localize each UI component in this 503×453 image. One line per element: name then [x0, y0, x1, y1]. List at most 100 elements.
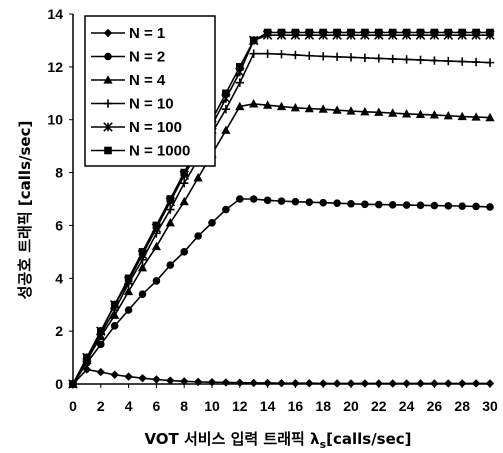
data-point [249, 99, 259, 108]
legend-item: N = 1000 [91, 143, 190, 160]
data-point [277, 28, 286, 37]
data-point [124, 372, 133, 381]
data-point [458, 379, 467, 388]
data-point [360, 53, 370, 63]
data-point [471, 379, 481, 388]
data-point [319, 28, 327, 37]
data-point [402, 28, 411, 37]
data-point [291, 28, 300, 37]
data-point [263, 49, 272, 58]
legend-label: N = 2 [129, 49, 165, 66]
data-point [277, 197, 286, 205]
data-point [235, 378, 244, 387]
data-point [443, 110, 453, 120]
data-point [166, 376, 175, 385]
y-tick-label: 0 [55, 376, 63, 392]
data-point [430, 379, 439, 388]
y-tick-label: 10 [47, 112, 63, 128]
data-point [263, 378, 272, 388]
data-point [444, 56, 453, 66]
data-point [124, 274, 133, 283]
x-tick-label: 12 [232, 398, 248, 414]
data-point [151, 241, 161, 251]
data-point [485, 379, 495, 388]
x-tick-label: 16 [288, 398, 304, 414]
data-point [361, 28, 369, 37]
data-point [347, 199, 355, 208]
data-point [276, 101, 287, 111]
data-point [305, 198, 314, 206]
x-tick-label: 30 [482, 398, 498, 414]
data-point [416, 379, 425, 388]
data-point [110, 322, 119, 330]
data-point [207, 377, 217, 387]
legend-marker [103, 122, 113, 132]
legend-marker [104, 52, 112, 61]
data-point [444, 202, 453, 210]
data-point [222, 205, 230, 214]
x-tick-label: 8 [180, 398, 188, 414]
data-point [96, 367, 105, 377]
data-point [166, 261, 175, 269]
data-point [319, 379, 328, 388]
data-point [249, 49, 258, 58]
data-point [291, 197, 300, 206]
data-point [332, 52, 342, 62]
data-point [318, 104, 328, 113]
legend-marker [103, 99, 113, 108]
y-tick-label: 8 [55, 165, 63, 181]
data-point [152, 221, 161, 230]
data-point [235, 101, 245, 111]
data-point [277, 49, 286, 59]
data-point [430, 201, 439, 210]
x-tick-label: 26 [427, 398, 443, 414]
data-point [69, 380, 77, 388]
data-point [208, 218, 216, 227]
legend-marker [103, 28, 113, 38]
data-point [458, 202, 467, 210]
data-point [360, 379, 370, 388]
data-point [138, 290, 147, 298]
data-point [97, 327, 105, 335]
legend-item: N = 10 [91, 96, 174, 113]
y-tick-label: 6 [55, 217, 63, 233]
series-n-1000 [69, 28, 494, 388]
data-point [263, 100, 273, 109]
y-tick-label: 4 [55, 270, 63, 286]
x-axis-label: VOT 서비스 입력 트래픽 λs[calls/sec] [144, 430, 411, 451]
data-point [138, 373, 147, 383]
data-point [193, 377, 203, 387]
data-point [430, 28, 439, 37]
data-point [375, 200, 383, 209]
x-tick-label: 2 [97, 398, 105, 414]
x-tick-label: 20 [343, 398, 359, 414]
data-point [457, 111, 467, 121]
legend-label: N = 1 [129, 25, 165, 42]
data-point [193, 173, 203, 182]
data-point [263, 196, 272, 205]
x-tick-label: 10 [204, 398, 220, 414]
data-point [180, 178, 189, 188]
data-point [165, 217, 175, 227]
data-point [319, 198, 328, 207]
data-point [471, 57, 481, 67]
data-point [360, 106, 370, 116]
y-tick-label: 2 [55, 323, 63, 339]
data-point [332, 379, 342, 388]
y-tick-label: 12 [47, 59, 63, 75]
series-n-2 [69, 195, 494, 388]
legend-box [84, 15, 216, 167]
y-axis-label: 성공호 트래픽 [calls/sec] [16, 121, 34, 300]
data-point [290, 103, 300, 112]
x-tick-label: 4 [125, 398, 133, 414]
data-point [430, 56, 439, 65]
data-point [444, 28, 453, 37]
x-tick-label: 22 [371, 398, 387, 414]
data-point [137, 262, 148, 272]
data-point [375, 28, 383, 37]
legend-item: N = 1 [91, 25, 165, 42]
data-point [97, 340, 105, 349]
data-point [402, 55, 411, 64]
data-point [486, 28, 494, 37]
